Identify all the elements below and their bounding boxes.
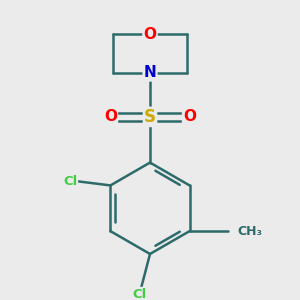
Text: S: S — [144, 108, 156, 126]
Text: O: O — [143, 27, 157, 42]
Text: Cl: Cl — [132, 288, 147, 300]
Text: N: N — [144, 65, 156, 80]
Text: CH₃: CH₃ — [237, 225, 262, 238]
Text: O: O — [104, 110, 117, 124]
Text: Cl: Cl — [63, 175, 77, 188]
Text: O: O — [183, 110, 196, 124]
